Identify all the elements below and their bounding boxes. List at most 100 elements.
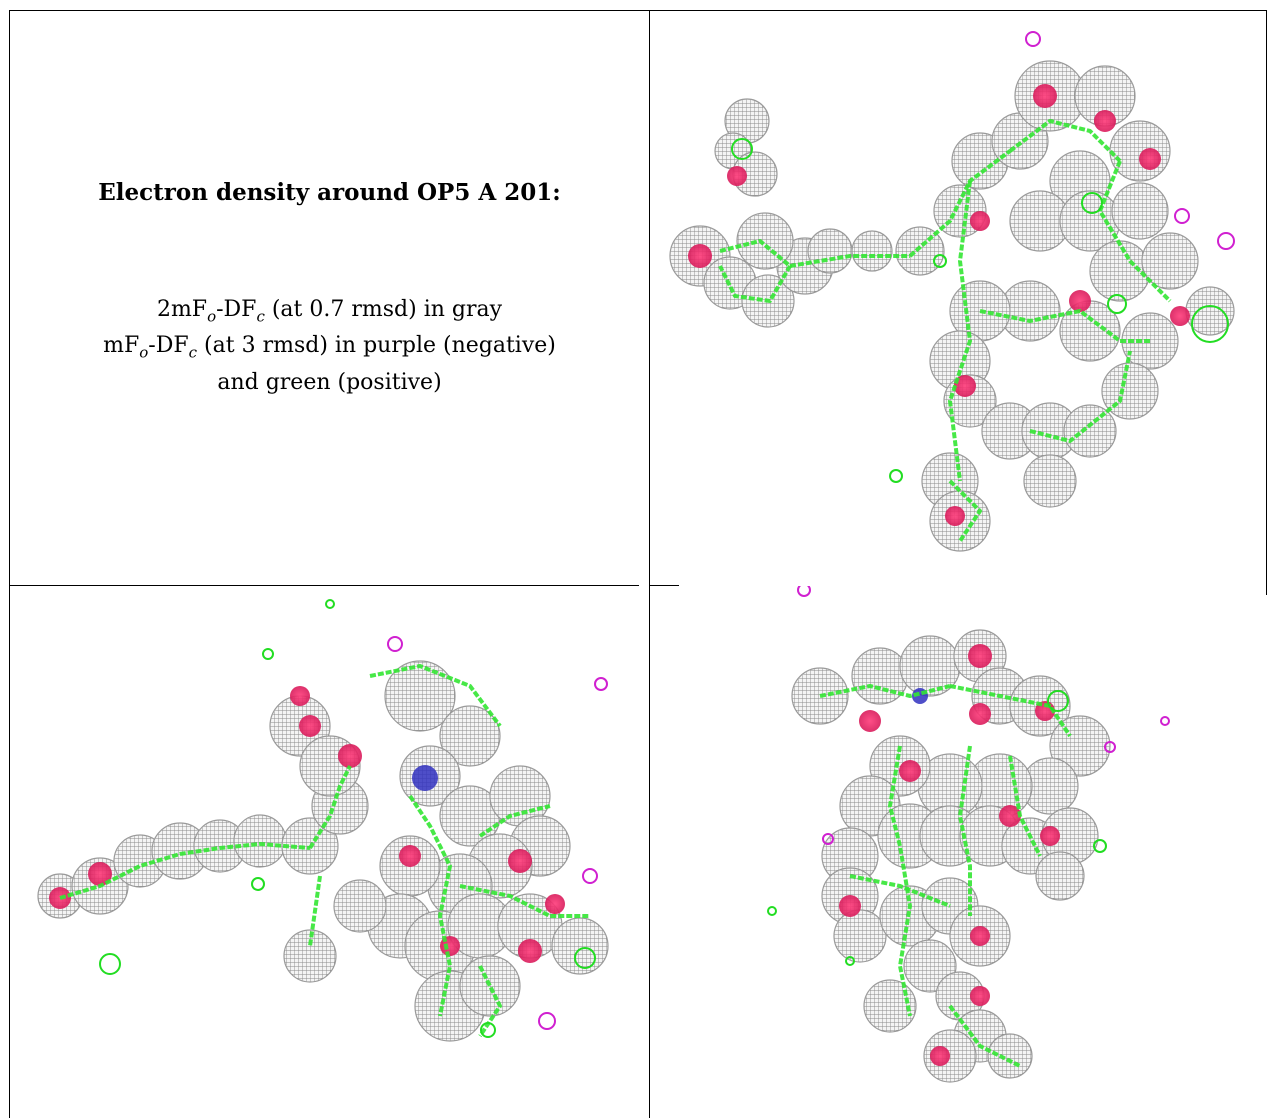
negative-difference-blob — [538, 1012, 556, 1030]
oxygen-atom — [970, 926, 990, 946]
carbon-bond — [59, 842, 311, 900]
carbon-bond — [1098, 160, 1172, 303]
carbon-bond — [819, 684, 951, 698]
oxygen-atom — [970, 211, 990, 231]
electron-density-mesh-icon — [767, 586, 1170, 1083]
density-blob — [833, 909, 887, 963]
frame-line-horizontal-right — [649, 585, 679, 586]
density-blob — [1111, 182, 1169, 240]
positive-difference-blob — [1081, 192, 1103, 214]
map-legend: 2mFo-DFc (at 0.7 rmsd) in gray mFo-DFc (… — [10, 295, 649, 398]
frame-line-left — [9, 10, 10, 1118]
density-panel-top-right — [650, 11, 1266, 585]
density-panel-bottom-right — [650, 586, 1266, 1118]
legend-line-fo-fc: mFo-DFc (at 3 rmsd) in purple (negative) — [10, 331, 649, 367]
oxygen-atom — [839, 895, 861, 917]
oxygen-atom — [968, 644, 992, 668]
electron-density-mesh-icon — [669, 31, 1235, 552]
negative-difference-blob — [1160, 716, 1170, 726]
density-blob — [863, 979, 917, 1033]
legend-text: -DF — [216, 297, 257, 322]
oxygen-atom — [338, 744, 362, 768]
oxygen-atom — [859, 710, 881, 732]
carbon-bond — [308, 875, 322, 947]
legend-text: mF — [103, 333, 140, 359]
legend-text: (at 3 rmsd) in purple (negative) — [197, 333, 556, 359]
carbon-bond — [958, 745, 972, 916]
carbon-bond — [369, 664, 502, 728]
oxygen-atom — [290, 686, 310, 706]
density-blob — [439, 705, 501, 767]
positive-difference-blob — [1093, 839, 1107, 853]
density-blob — [987, 1033, 1033, 1079]
nitrogen-atom — [412, 765, 438, 791]
positive-difference-blob — [845, 956, 855, 966]
positive-difference-blob — [889, 469, 903, 483]
positive-difference-blob — [1191, 305, 1229, 343]
oxygen-atom — [1139, 148, 1161, 170]
density-blob — [233, 814, 287, 868]
oxygen-atom — [954, 375, 976, 397]
oxygen-atom — [969, 703, 991, 725]
density-blob — [333, 879, 387, 933]
oxygen-atom — [727, 166, 747, 186]
carbon-bond — [408, 794, 452, 1017]
legend-subscript: c — [256, 307, 265, 326]
caption-cell: Electron density around OP5 A 201: 2mFo-… — [10, 11, 649, 585]
positive-difference-blob — [574, 947, 596, 969]
density-blob — [384, 660, 456, 732]
density-blob — [1023, 454, 1077, 508]
density-blob — [1035, 851, 1085, 901]
oxygen-atom — [945, 506, 965, 526]
positive-difference-blob — [731, 138, 753, 160]
oxygen-atom — [1033, 84, 1057, 108]
oxygen-atom — [1094, 110, 1116, 132]
frame-tick-right — [1266, 585, 1267, 595]
legend-line-2fo-fc: 2mFo-DFc (at 0.7 rmsd) in gray — [10, 295, 649, 331]
carbon-bond — [949, 684, 1072, 738]
oxygen-atom — [688, 244, 712, 268]
negative-difference-blob — [822, 833, 834, 845]
oxygen-atom — [1170, 306, 1190, 326]
density-blob — [1089, 240, 1151, 302]
negative-difference-blob — [1174, 208, 1190, 224]
oxygen-atom — [508, 849, 532, 873]
oxygen-atom — [518, 939, 542, 963]
negative-difference-blob — [594, 677, 608, 691]
frame-line-right — [1266, 10, 1267, 585]
oxygen-atom — [1069, 290, 1091, 312]
carbon-bond — [459, 884, 590, 918]
carbon-bond — [478, 965, 502, 1038]
frame-line-top — [9, 10, 1267, 11]
carbon-bond — [718, 239, 792, 303]
density-blob — [1109, 120, 1171, 182]
positive-difference-blob — [767, 906, 777, 916]
density-blob — [807, 228, 853, 274]
oxygen-atom — [399, 845, 421, 867]
negative-difference-blob — [387, 636, 403, 652]
oxygen-atom — [545, 894, 565, 914]
positive-difference-blob — [480, 1022, 496, 1038]
density-blob — [851, 230, 893, 272]
positive-difference-blob — [251, 877, 265, 891]
density-blob — [851, 647, 909, 705]
density-blob — [459, 955, 521, 1017]
frame-line-horizontal-left — [9, 585, 639, 586]
negative-difference-blob — [797, 586, 811, 597]
density-blob — [1063, 404, 1117, 458]
carbon-bond — [308, 765, 352, 850]
caption-title: Electron density around OP5 A 201: — [98, 179, 561, 206]
density-blob — [1141, 232, 1199, 290]
carbon-bond — [849, 874, 951, 908]
electron-density-mesh-icon — [37, 599, 609, 1042]
carbon-bond — [979, 309, 1150, 343]
legend-subscript: c — [188, 343, 198, 362]
carbon-bond — [1008, 119, 1122, 163]
carbon-bond — [908, 149, 1012, 258]
oxygen-atom — [899, 760, 921, 782]
carbon-bond — [1029, 350, 1132, 443]
oxygen-atom — [930, 1046, 950, 1066]
positive-difference-blob — [1047, 690, 1069, 712]
oxygen-atom — [999, 805, 1021, 827]
legend-subscript: o — [139, 343, 149, 362]
